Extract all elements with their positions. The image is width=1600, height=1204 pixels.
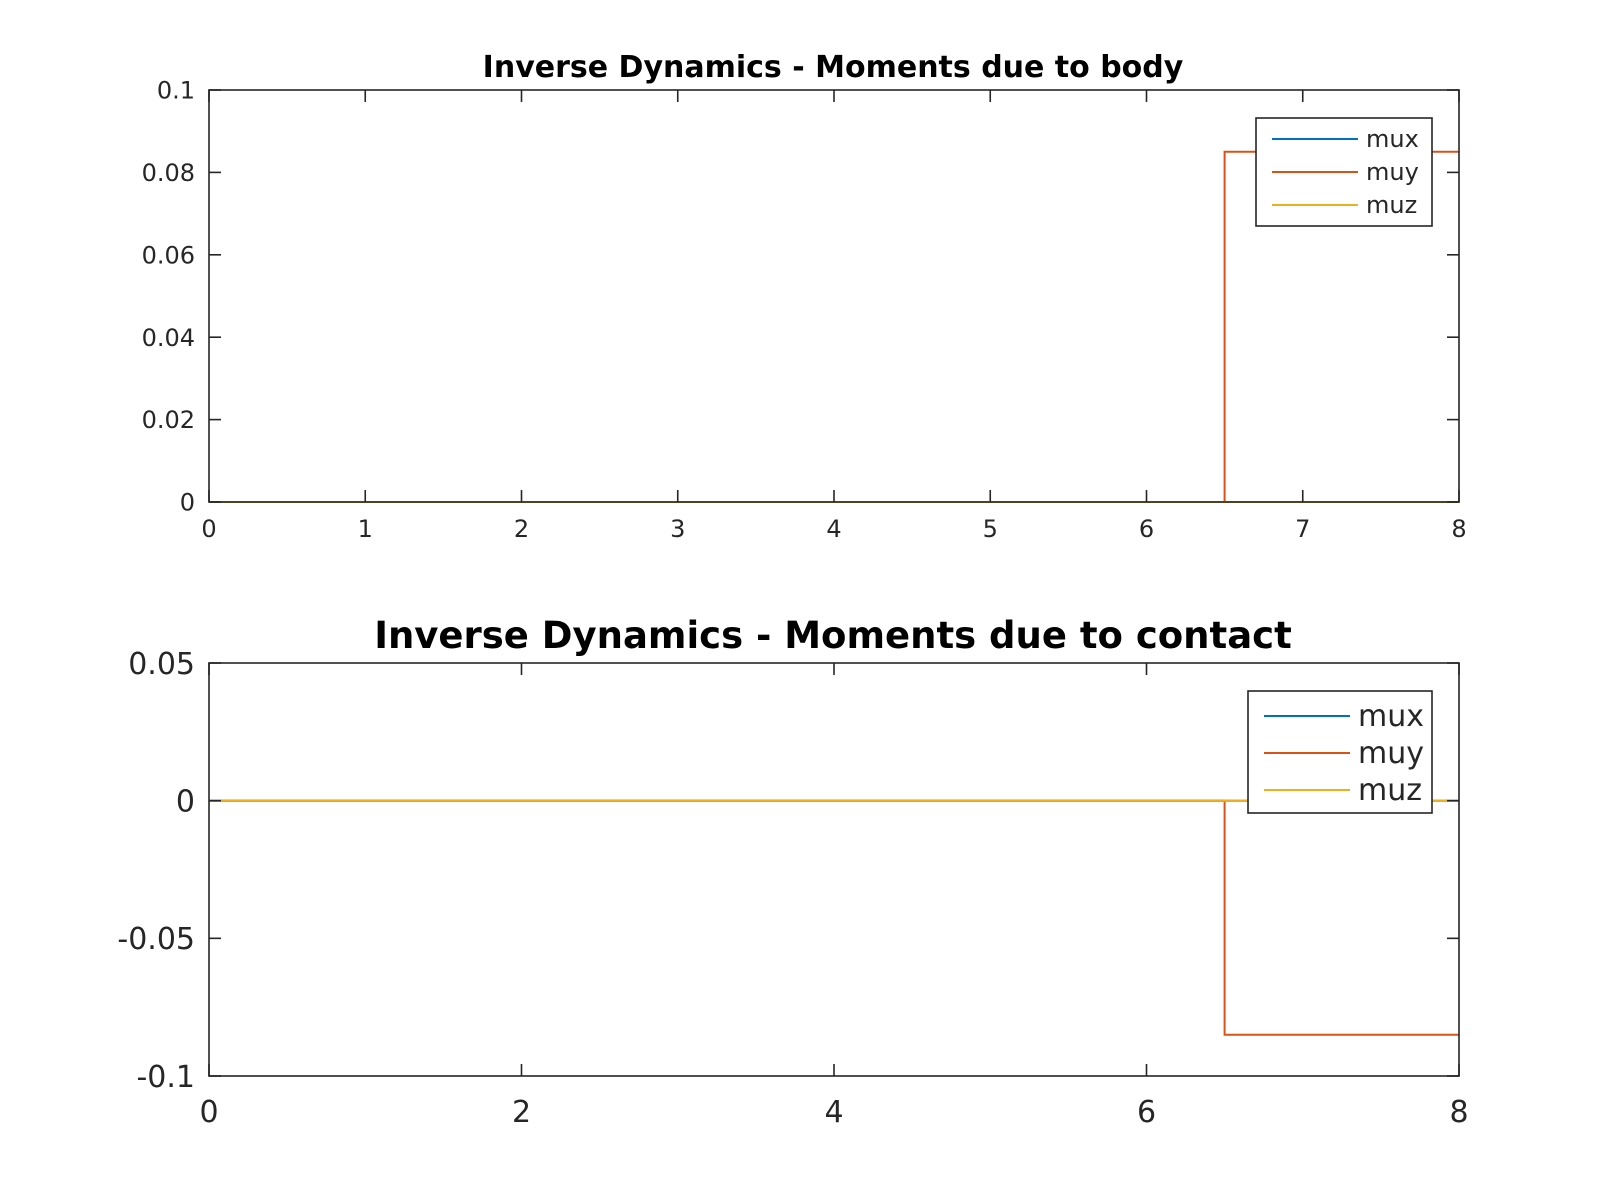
y-tick-label: 0.05 (128, 647, 195, 682)
y-tick-label: 0.06 (142, 241, 195, 269)
x-tick-label: 4 (824, 1095, 843, 1130)
chart-title: Inverse Dynamics - Moments due to body (483, 50, 1184, 85)
y-tick-label: 0 (176, 784, 195, 819)
x-tick-label: 1 (358, 515, 373, 543)
y-tick-label: 0.02 (142, 406, 195, 434)
legend-label-muy: muy (1358, 736, 1424, 771)
legend-label-mux: mux (1358, 699, 1424, 734)
y-tick-label: 0.04 (142, 324, 195, 352)
x-tick-label: 6 (1139, 515, 1154, 543)
x-tick-label: 5 (983, 515, 998, 543)
y-tick-label: -0.1 (136, 1060, 195, 1095)
legend: mux muy muz (1255, 117, 1433, 227)
legend: mux muy muz (1247, 690, 1433, 814)
x-tick-label: 8 (1449, 1095, 1468, 1130)
legend-label-muz: muz (1358, 773, 1422, 808)
chart-moments-body: Inverse Dynamics - Moments due to body 0… (142, 50, 1467, 543)
y-tick-label: 0.1 (157, 77, 195, 105)
x-tick-label: 0 (201, 515, 216, 543)
y-tick-label: -0.05 (117, 922, 195, 957)
x-tick-label: 2 (512, 1095, 531, 1130)
x-tick-label: 3 (670, 515, 685, 543)
x-tick-label: 6 (1137, 1095, 1156, 1130)
y-tick-label: 0.08 (142, 159, 195, 187)
x-tick-label: 2 (514, 515, 529, 543)
chart-title: Inverse Dynamics - Moments due to contac… (374, 614, 1292, 657)
x-tick-label: 8 (1451, 515, 1466, 543)
chart-moments-contact: Inverse Dynamics - Moments due to contac… (117, 614, 1468, 1130)
legend-label-mux: mux (1366, 125, 1419, 153)
x-tick-label: 7 (1295, 515, 1310, 543)
legend-label-muy: muy (1366, 158, 1419, 186)
legend-label-muz: muz (1366, 191, 1417, 219)
x-tick-label: 0 (199, 1095, 218, 1130)
y-tick-label: 0 (180, 489, 195, 517)
x-tick-label: 4 (826, 515, 841, 543)
